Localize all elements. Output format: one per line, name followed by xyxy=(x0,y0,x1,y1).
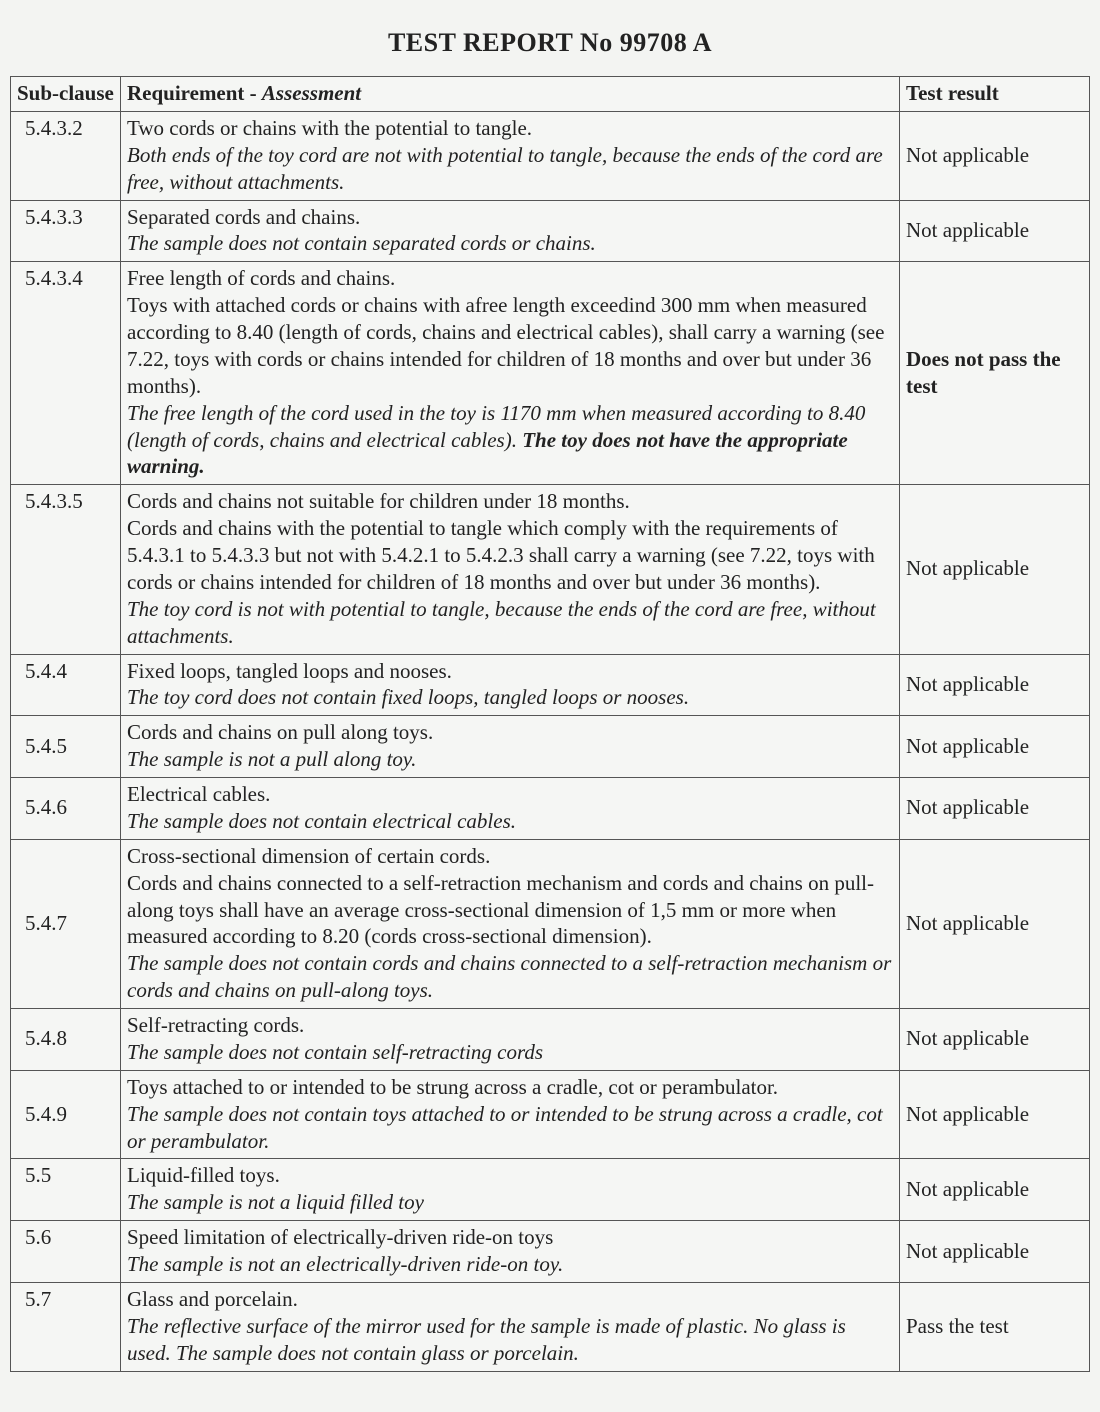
header-result: Test result xyxy=(900,77,1090,112)
cell-subclause: 5.4.3.3 xyxy=(11,200,121,262)
requirement-title: Separated cords and chains. xyxy=(127,205,360,229)
table-row: 5.4.8Self-retracting cords. The sample do… xyxy=(11,1009,1090,1071)
cell-requirement: Toys attached to or intended to be strun… xyxy=(121,1070,900,1159)
table-row: 5.4.3.5Cords and chains not suitable for… xyxy=(11,485,1090,654)
test-report-table: Sub-clause Requirement - Assessment Test… xyxy=(10,76,1090,1372)
table-row: 5.6Speed limitation of electrically-driv… xyxy=(11,1221,1090,1283)
cell-subclause: 5.7 xyxy=(11,1282,121,1371)
header-assess-label: Assessment xyxy=(262,81,361,105)
requirement-title: Fixed loops, tangled loops and nooses. xyxy=(127,659,452,683)
table-row: 5.5Liquid-filled toys. The sample is not … xyxy=(11,1159,1090,1221)
requirement-description: Toys with attached cords or chains with … xyxy=(127,293,884,398)
assessment-text: The toy cord does not contain fixed loop… xyxy=(127,685,689,709)
requirement-title: Liquid-filled toys. xyxy=(127,1163,280,1187)
requirement-title: Cords and chains not suitable for childr… xyxy=(127,489,630,513)
requirement-title: Toys attached to or intended to be strun… xyxy=(127,1075,778,1099)
cell-subclause: 5.4.7 xyxy=(11,839,121,1008)
cell-subclause: 5.4.3.5 xyxy=(11,485,121,654)
requirement-description: Cords and chains with the potential to t… xyxy=(127,516,875,594)
assessment-text: The sample is not an electrically-driven… xyxy=(127,1252,563,1276)
cell-subclause: 5.4.5 xyxy=(11,716,121,778)
cell-subclause: 5.4.3.2 xyxy=(11,111,121,200)
cell-requirement: Cross-sectional dimension of certain cor… xyxy=(121,839,900,1008)
requirement-title: Two cords or chains with the potential t… xyxy=(127,116,532,140)
cell-result: Pass the test xyxy=(900,1282,1090,1371)
assessment-text: The sample is not a liquid filled toy xyxy=(127,1190,424,1214)
cell-subclause: 5.4.9 xyxy=(11,1070,121,1159)
requirement-description: Cords and chains connected to a self-ret… xyxy=(127,871,874,949)
page-title: TEST REPORT No 99708 A xyxy=(10,28,1090,58)
cell-result: Not applicable xyxy=(900,1009,1090,1071)
assessment-text: The sample does not contain electrical c… xyxy=(127,809,516,833)
cell-requirement: Free length of cords and chains. Toys wit… xyxy=(121,262,900,485)
table-row: 5.4.3.4Free length of cords and chains. T… xyxy=(11,262,1090,485)
assessment-text: The sample does not contain cords and ch… xyxy=(127,951,891,1002)
table-row: 5.4.7Cross-sectional dimension of certai… xyxy=(11,839,1090,1008)
cell-requirement: Glass and porcelain. The reflective surfa… xyxy=(121,1282,900,1371)
assessment-text: The sample does not contain self-retract… xyxy=(127,1040,543,1064)
cell-result: Not applicable xyxy=(900,1221,1090,1283)
cell-subclause: 5.6 xyxy=(11,1221,121,1283)
requirement-title: Self-retracting cords. xyxy=(127,1013,304,1037)
cell-requirement: Liquid-filled toys. The sample is not a l… xyxy=(121,1159,900,1221)
assessment-text: The sample does not contain toys attache… xyxy=(127,1102,883,1153)
cell-subclause: 5.5 xyxy=(11,1159,121,1221)
header-requirement: Requirement - Assessment xyxy=(121,77,900,112)
table-header-row: Sub-clause Requirement - Assessment Test… xyxy=(11,77,1090,112)
requirement-title: Cross-sectional dimension of certain cor… xyxy=(127,844,490,868)
header-subclause: Sub-clause xyxy=(11,77,121,112)
table-row: 5.4.9Toys attached to or intended to be … xyxy=(11,1070,1090,1159)
cell-requirement: Two cords or chains with the potential t… xyxy=(121,111,900,200)
cell-requirement: Cords and chains not suitable for childr… xyxy=(121,485,900,654)
cell-requirement: Fixed loops, tangled loops and nooses.Th… xyxy=(121,654,900,716)
cell-result: Does not pass the test xyxy=(900,262,1090,485)
cell-requirement: Cords and chains on pull along toys. The … xyxy=(121,716,900,778)
cell-requirement: Electrical cables. The sample does not co… xyxy=(121,778,900,840)
table-row: 5.4.6Electrical cables. The sample does n… xyxy=(11,778,1090,840)
cell-result: Not applicable xyxy=(900,778,1090,840)
assessment-text: The reflective surface of the mirror use… xyxy=(127,1314,846,1365)
table-row: 5.4.4Fixed loops, tangled loops and noos… xyxy=(11,654,1090,716)
cell-result: Not applicable xyxy=(900,716,1090,778)
cell-subclause: 5.4.8 xyxy=(11,1009,121,1071)
cell-subclause: 5.4.4 xyxy=(11,654,121,716)
table-row: 5.4.3.3Separated cords and chains.The sa… xyxy=(11,200,1090,262)
table-row: 5.7Glass and porcelain. The reflective su… xyxy=(11,1282,1090,1371)
cell-result: Not applicable xyxy=(900,111,1090,200)
cell-requirement: Speed limitation of electrically-driven … xyxy=(121,1221,900,1283)
assessment-text: The sample is not a pull along toy. xyxy=(127,747,416,771)
requirement-title: Glass and porcelain. xyxy=(127,1287,298,1311)
cell-result: Not applicable xyxy=(900,485,1090,654)
cell-result: Not applicable xyxy=(900,839,1090,1008)
table-row: 5.4.3.2Two cords or chains with the pote… xyxy=(11,111,1090,200)
cell-result: Not applicable xyxy=(900,1070,1090,1159)
cell-result: Not applicable xyxy=(900,200,1090,262)
cell-subclause: 5.4.3.4 xyxy=(11,262,121,485)
requirement-title: Cords and chains on pull along toys. xyxy=(127,720,433,744)
assessment-text: Both ends of the toy cord are not with p… xyxy=(127,143,883,194)
assessment-text: The toy cord is not with potential to ta… xyxy=(127,597,876,648)
requirement-title: Speed limitation of electrically-driven … xyxy=(127,1225,553,1249)
header-req-label: Requirement - xyxy=(127,81,262,105)
cell-requirement: Separated cords and chains.The sample do… xyxy=(121,200,900,262)
cell-requirement: Self-retracting cords. The sample does no… xyxy=(121,1009,900,1071)
assessment-text: The sample does not contain separated co… xyxy=(127,231,596,255)
cell-result: Not applicable xyxy=(900,1159,1090,1221)
requirement-title: Free length of cords and chains. xyxy=(127,266,395,290)
cell-subclause: 5.4.6 xyxy=(11,778,121,840)
table-row: 5.4.5Cords and chains on pull along toys… xyxy=(11,716,1090,778)
cell-result: Not applicable xyxy=(900,654,1090,716)
requirement-title: Electrical cables. xyxy=(127,782,270,806)
